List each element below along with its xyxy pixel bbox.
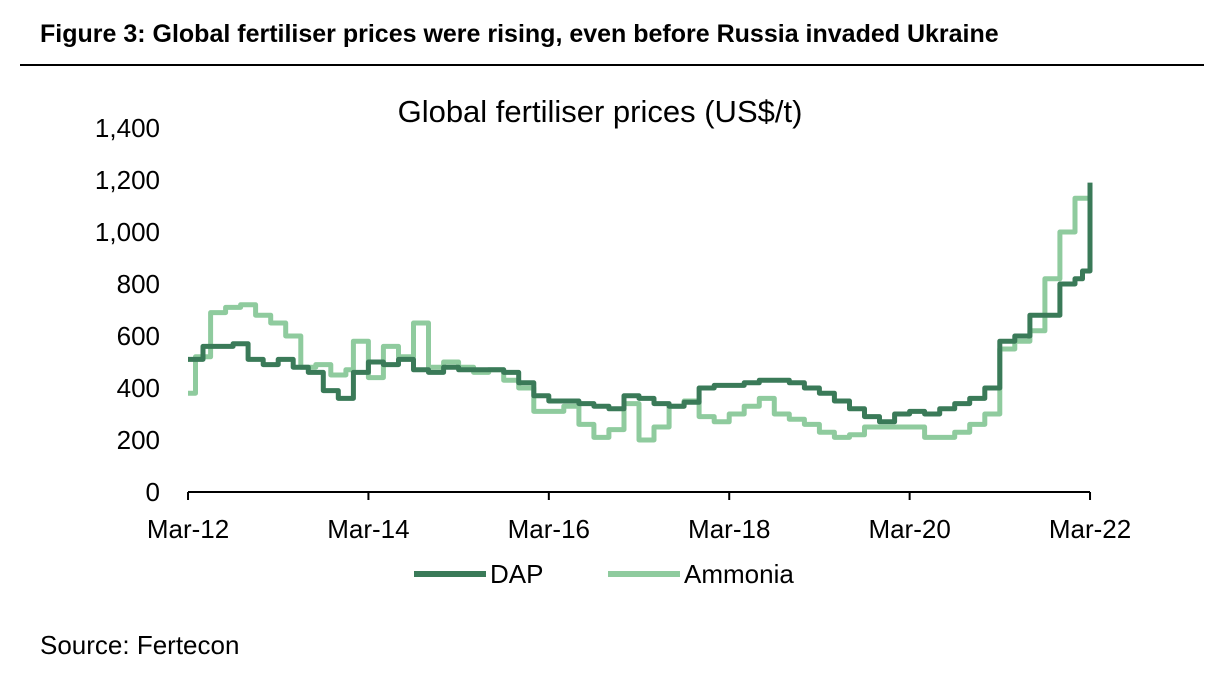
y-tick-label: 1,000 [95,217,160,247]
y-tick-label: 200 [117,425,160,455]
source-note: Source: Fertecon [40,630,240,660]
y-tick-label: 1,400 [95,113,160,143]
x-tick-label: Mar-16 [508,514,590,544]
x-tick-label: Mar-14 [327,514,409,544]
series-line-dap [188,182,1093,425]
x-tick-label: Mar-12 [147,514,229,544]
legend: DAP Ammonia [414,559,794,589]
heading-rule [20,64,1204,66]
chart-title: Global fertiliser prices (US$/t) [398,94,803,129]
y-tick-label: 400 [117,373,160,403]
series-layer [188,182,1093,443]
y-tick-label: 1,200 [95,165,160,195]
x-tick-label: Mar-18 [688,514,770,544]
y-tick-label: 0 [146,477,160,507]
y-axis: 0 200 400 600 800 1,000 1,200 1,400 [95,113,160,507]
figure-heading: Figure 3: Global fertiliser prices were … [40,20,999,48]
y-tick-label: 600 [117,321,160,351]
series-line-ammonia [188,195,1090,443]
x-tick-label: Mar-22 [1049,514,1131,544]
legend-label-ammonia: Ammonia [684,559,794,589]
legend-label-dap: DAP [490,559,543,589]
x-axis: Mar-12 Mar-14 Mar-16 Mar-18 Mar-20 Mar-22 [147,491,1131,544]
y-tick-label: 800 [117,269,160,299]
x-tick-label: Mar-20 [868,514,950,544]
